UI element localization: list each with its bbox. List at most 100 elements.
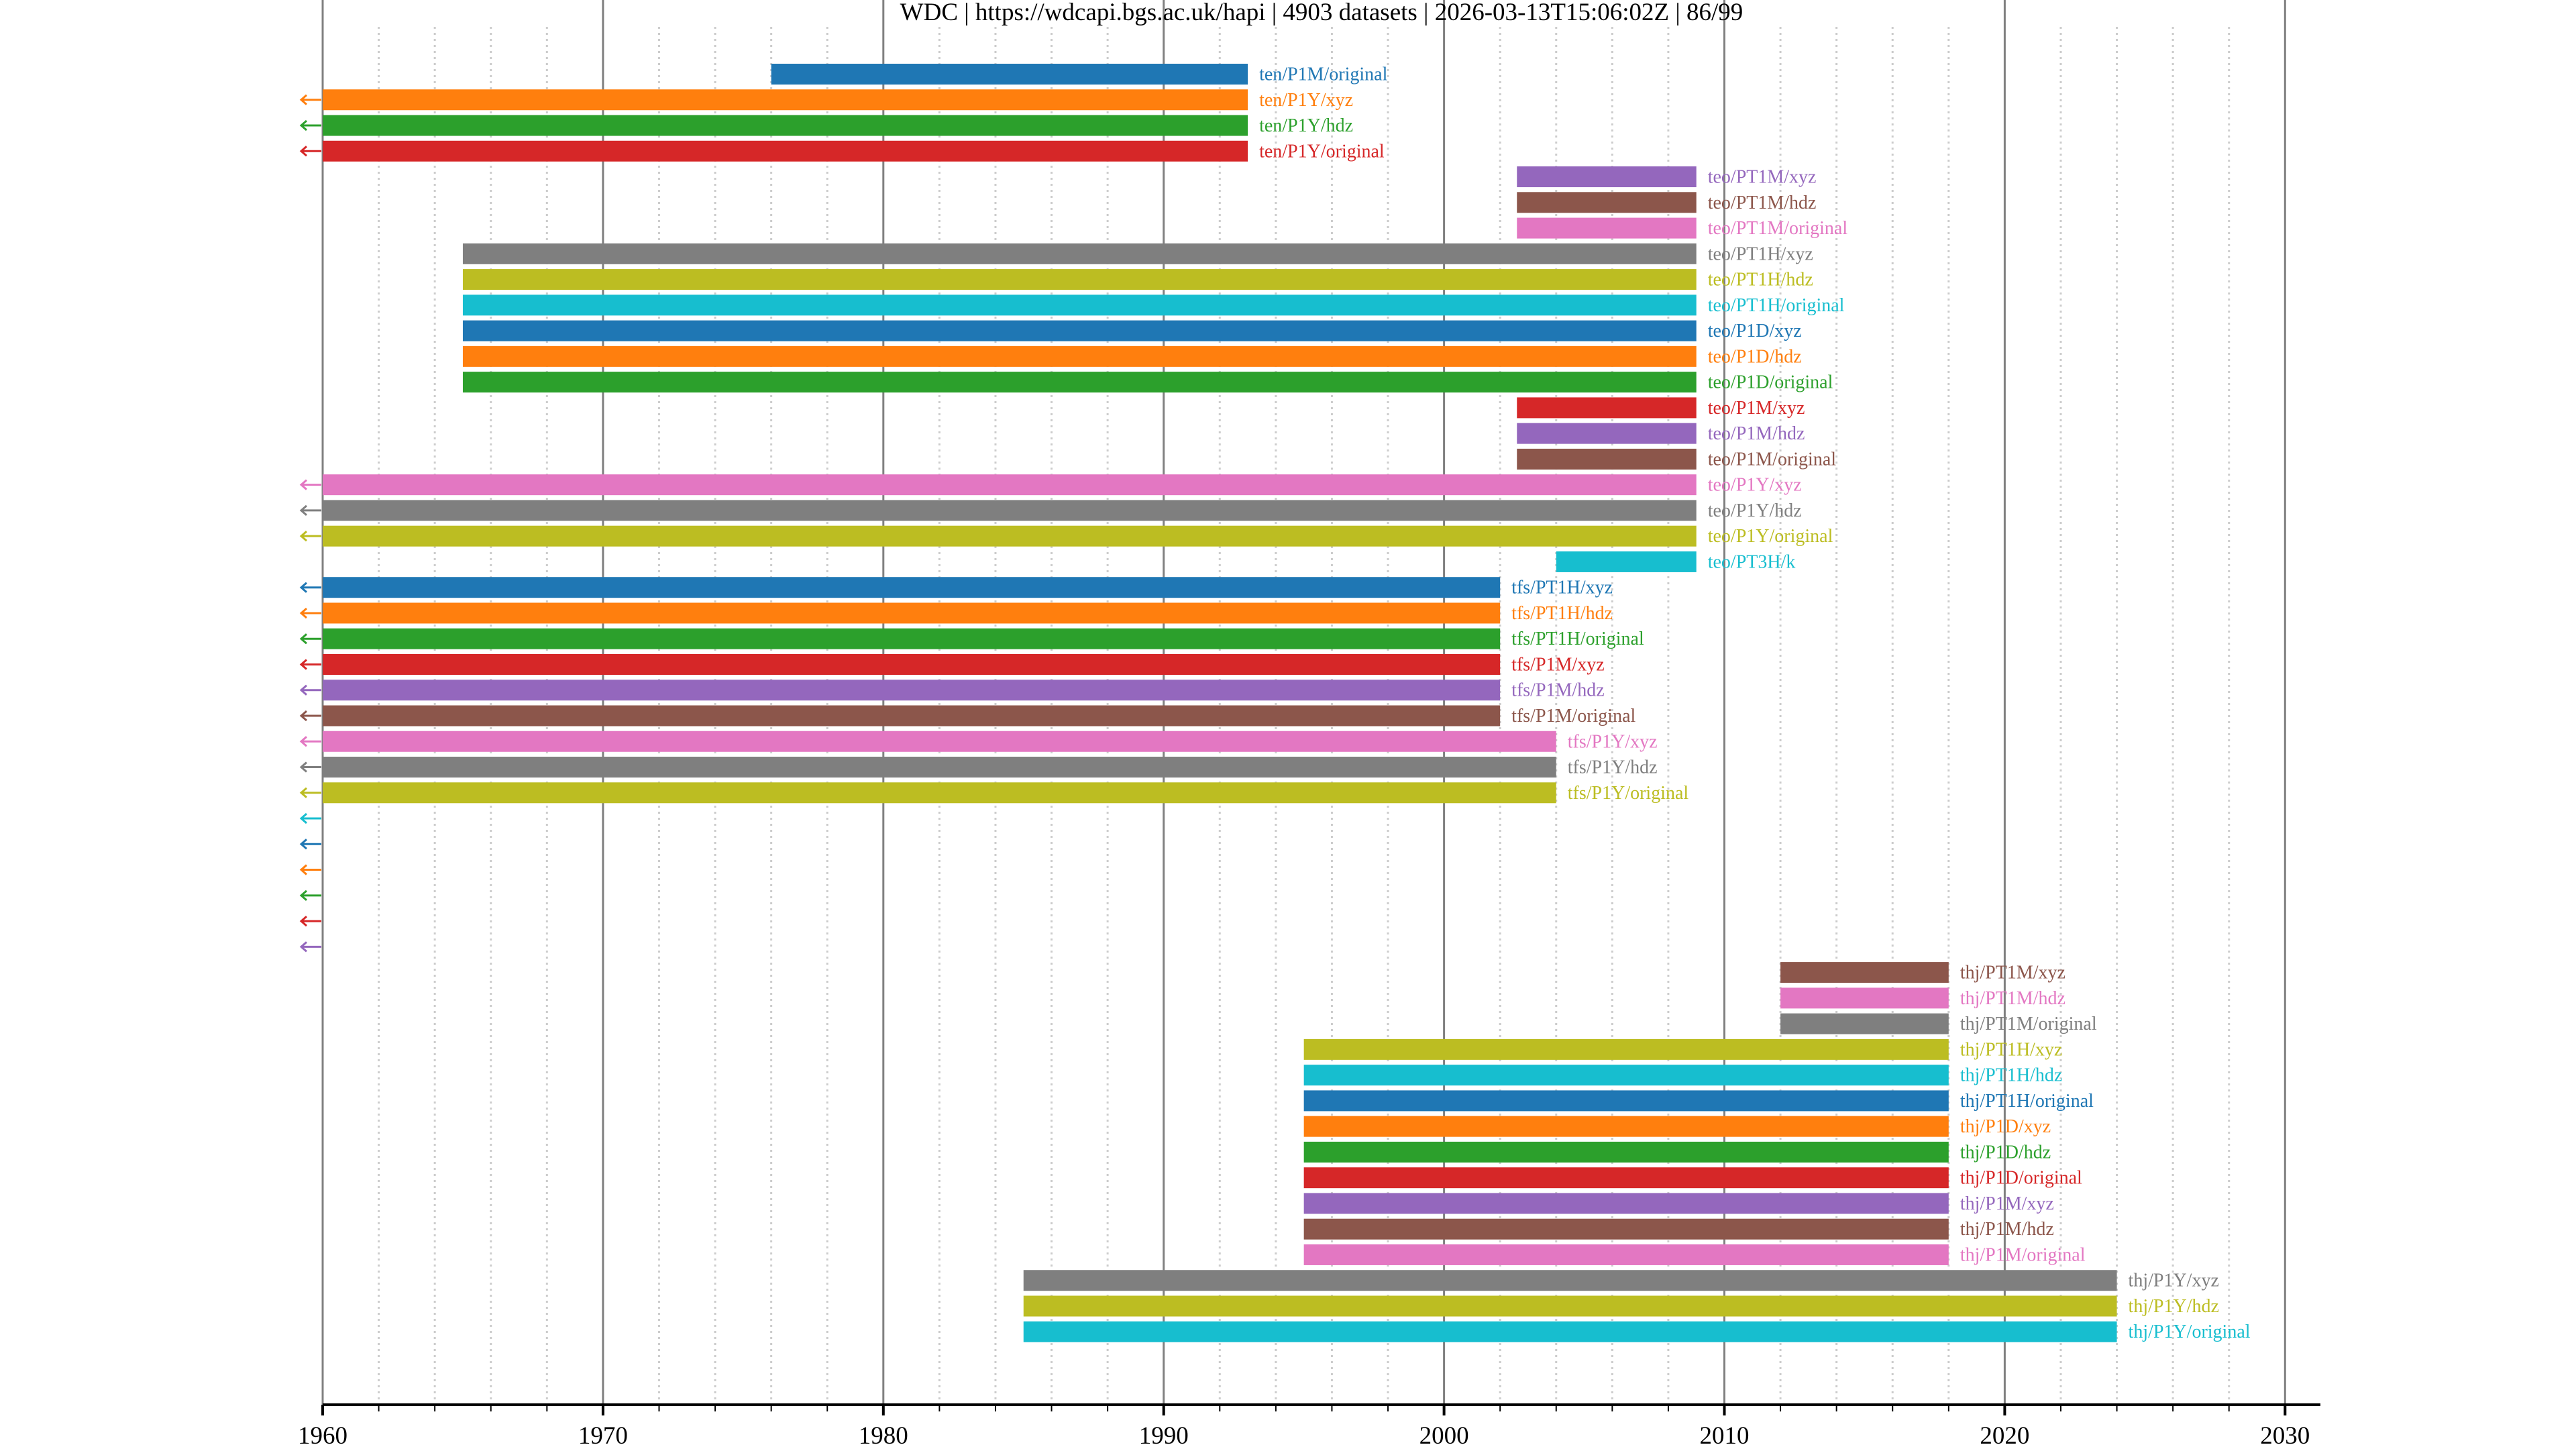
dataset-row: teo/P1Y/original: [299, 525, 1833, 547]
dataset-row: teo/P1Y/hdz: [299, 500, 1802, 521]
dataset-row: thj/P1D/hdz: [1303, 1141, 2051, 1163]
coverage-bar[interactable]: [323, 500, 1697, 521]
dataset-label: thj/P1Y/hdz: [2129, 1296, 2219, 1317]
coverage-bar[interactable]: [771, 64, 1248, 85]
x-tick-label: 1970: [578, 1422, 628, 1449]
coverage-bar[interactable]: [1517, 192, 1697, 213]
coverage-bar[interactable]: [462, 243, 1697, 264]
coverage-bar[interactable]: [323, 89, 1248, 111]
dataset-label: tfs/PT1H/hdz: [1511, 603, 1613, 624]
dataset-row: thj/P1Y/original: [1023, 1321, 2251, 1342]
coverage-bar[interactable]: [1303, 1141, 1949, 1163]
coverage-bar[interactable]: [1303, 1116, 1949, 1137]
coverage-bar[interactable]: [462, 372, 1697, 393]
dataset-label: thj/P1M/original: [1960, 1244, 2086, 1265]
coverage-bar[interactable]: [1303, 1167, 1949, 1189]
coverage-bar[interactable]: [1517, 397, 1697, 419]
coverage-bar[interactable]: [462, 345, 1697, 367]
dataset-label: teo/P1Y/hdz: [1708, 500, 1802, 521]
dataset-row: tfs/PT1H/hdz: [299, 602, 1613, 624]
truncated-start-arrow-icon: [299, 864, 321, 875]
x-tick-label: 1990: [1139, 1422, 1189, 1449]
dataset-label: thj/PT1H/xyz: [1960, 1039, 2062, 1060]
coverage-bar[interactable]: [323, 115, 1248, 136]
dataset-row: teo/PT1H/hdz: [462, 269, 1813, 290]
dataset-row: [299, 941, 321, 953]
coverage-bar[interactable]: [323, 525, 1697, 547]
dataset-label: tfs/P1Y/xyz: [1568, 731, 1658, 752]
dataset-label: thj/PT1H/original: [1960, 1091, 2094, 1112]
dataset-row: [299, 890, 321, 901]
coverage-bar[interactable]: [1023, 1295, 2117, 1317]
coverage-bar[interactable]: [323, 731, 1556, 752]
coverage-bar[interactable]: [323, 628, 1501, 649]
dataset-label: teo/P1M/hdz: [1708, 423, 1805, 444]
coverage-bar[interactable]: [462, 320, 1697, 341]
coverage-bar[interactable]: [1556, 551, 1697, 572]
coverage-bar[interactable]: [462, 269, 1697, 290]
coverage-bar[interactable]: [323, 577, 1501, 598]
dataset-row: teo/PT1M/hdz: [1517, 192, 1816, 213]
dataset-label: ten/P1Y/xyz: [1259, 90, 1353, 111]
dataset-row: teo/P1D/hdz: [462, 345, 1802, 367]
x-axis: 1960 1970 1980 1990 2000 2010 2020 2030: [298, 1403, 2320, 1449]
truncated-start-arrow-icon: [299, 94, 321, 105]
coverage-bar[interactable]: [1303, 1218, 1949, 1240]
dataset-label: thj/PT1M/original: [1960, 1014, 2097, 1034]
dataset-label: teo/PT1M/hdz: [1708, 193, 1817, 213]
coverage-bar[interactable]: [1517, 217, 1697, 239]
dataset-row: thj/P1M/xyz: [1303, 1193, 2054, 1214]
dataset-row: teo/P1Y/xyz: [299, 474, 1802, 496]
coverage-bar[interactable]: [323, 757, 1556, 778]
coverage-bar[interactable]: [1780, 962, 1949, 983]
dataset-label: thj/PT1H/hdz: [1960, 1065, 2062, 1086]
dataset-label: thj/P1D/hdz: [1960, 1142, 2051, 1163]
coverage-bar[interactable]: [323, 653, 1501, 675]
truncated-start-arrow-icon: [299, 787, 321, 798]
truncated-start-arrow-icon: [299, 531, 321, 542]
coverage-bar[interactable]: [1303, 1038, 1949, 1060]
dataset-label: teo/PT1H/original: [1708, 295, 1845, 316]
dataset-row: teo/PT1H/xyz: [462, 243, 1813, 264]
coverage-bar[interactable]: [323, 782, 1556, 804]
coverage-bar[interactable]: [323, 474, 1697, 496]
truncated-start-arrow-icon: [299, 479, 321, 490]
dataset-row: tfs/P1M/hdz: [299, 680, 1605, 701]
dataset-row: ten/P1Y/hdz: [299, 115, 1353, 136]
coverage-bar[interactable]: [1303, 1090, 1949, 1112]
dataset-label: ten/P1Y/hdz: [1259, 115, 1353, 136]
dataset-label: thj/P1D/original: [1960, 1168, 2082, 1189]
dataset-row: tfs/P1Y/original: [299, 782, 1688, 804]
coverage-bar[interactable]: [1023, 1270, 2117, 1291]
dataset-row: [299, 812, 321, 824]
coverage-bar[interactable]: [323, 602, 1501, 624]
dataset-row: tfs/PT1H/original: [299, 628, 1644, 649]
coverage-bar[interactable]: [1517, 448, 1697, 470]
dataset-row: thj/P1M/original: [1303, 1244, 2086, 1265]
dataset-label: thj/P1D/xyz: [1960, 1116, 2051, 1137]
coverage-bar[interactable]: [462, 294, 1697, 316]
coverage-bar[interactable]: [1303, 1193, 1949, 1214]
dataset-row: thj/P1Y/xyz: [1023, 1270, 2219, 1291]
dataset-label: thj/P1M/xyz: [1960, 1193, 2054, 1214]
coverage-bar[interactable]: [1780, 1013, 1949, 1034]
coverage-bar[interactable]: [1517, 166, 1697, 188]
coverage-bar[interactable]: [1303, 1065, 1949, 1086]
bars-layer: ten/P1M/original ten/P1Y/xyz ten/P1Y/hdz te…: [299, 64, 2251, 1342]
truncated-start-arrow-icon: [299, 119, 321, 131]
dataset-row: ten/P1Y/original: [299, 140, 1385, 162]
truncated-start-arrow-icon: [299, 684, 321, 696]
dataset-label: teo/P1Y/xyz: [1708, 475, 1802, 496]
coverage-bar[interactable]: [323, 680, 1501, 701]
coverage-bar[interactable]: [1023, 1321, 2117, 1342]
dataset-row: thj/PT1M/original: [1780, 1013, 2097, 1034]
coverage-bar[interactable]: [1303, 1244, 1949, 1265]
truncated-start-arrow-icon: [299, 659, 321, 670]
coverage-bar[interactable]: [323, 140, 1248, 162]
coverage-bar[interactable]: [1517, 423, 1697, 444]
dataset-row: teo/PT1M/xyz: [1517, 166, 1816, 188]
coverage-bar[interactable]: [1780, 987, 1949, 1009]
coverage-bar[interactable]: [323, 705, 1501, 727]
dataset-label: teo/P1M/xyz: [1708, 398, 1805, 419]
dataset-row: ten/P1Y/xyz: [299, 89, 1353, 111]
